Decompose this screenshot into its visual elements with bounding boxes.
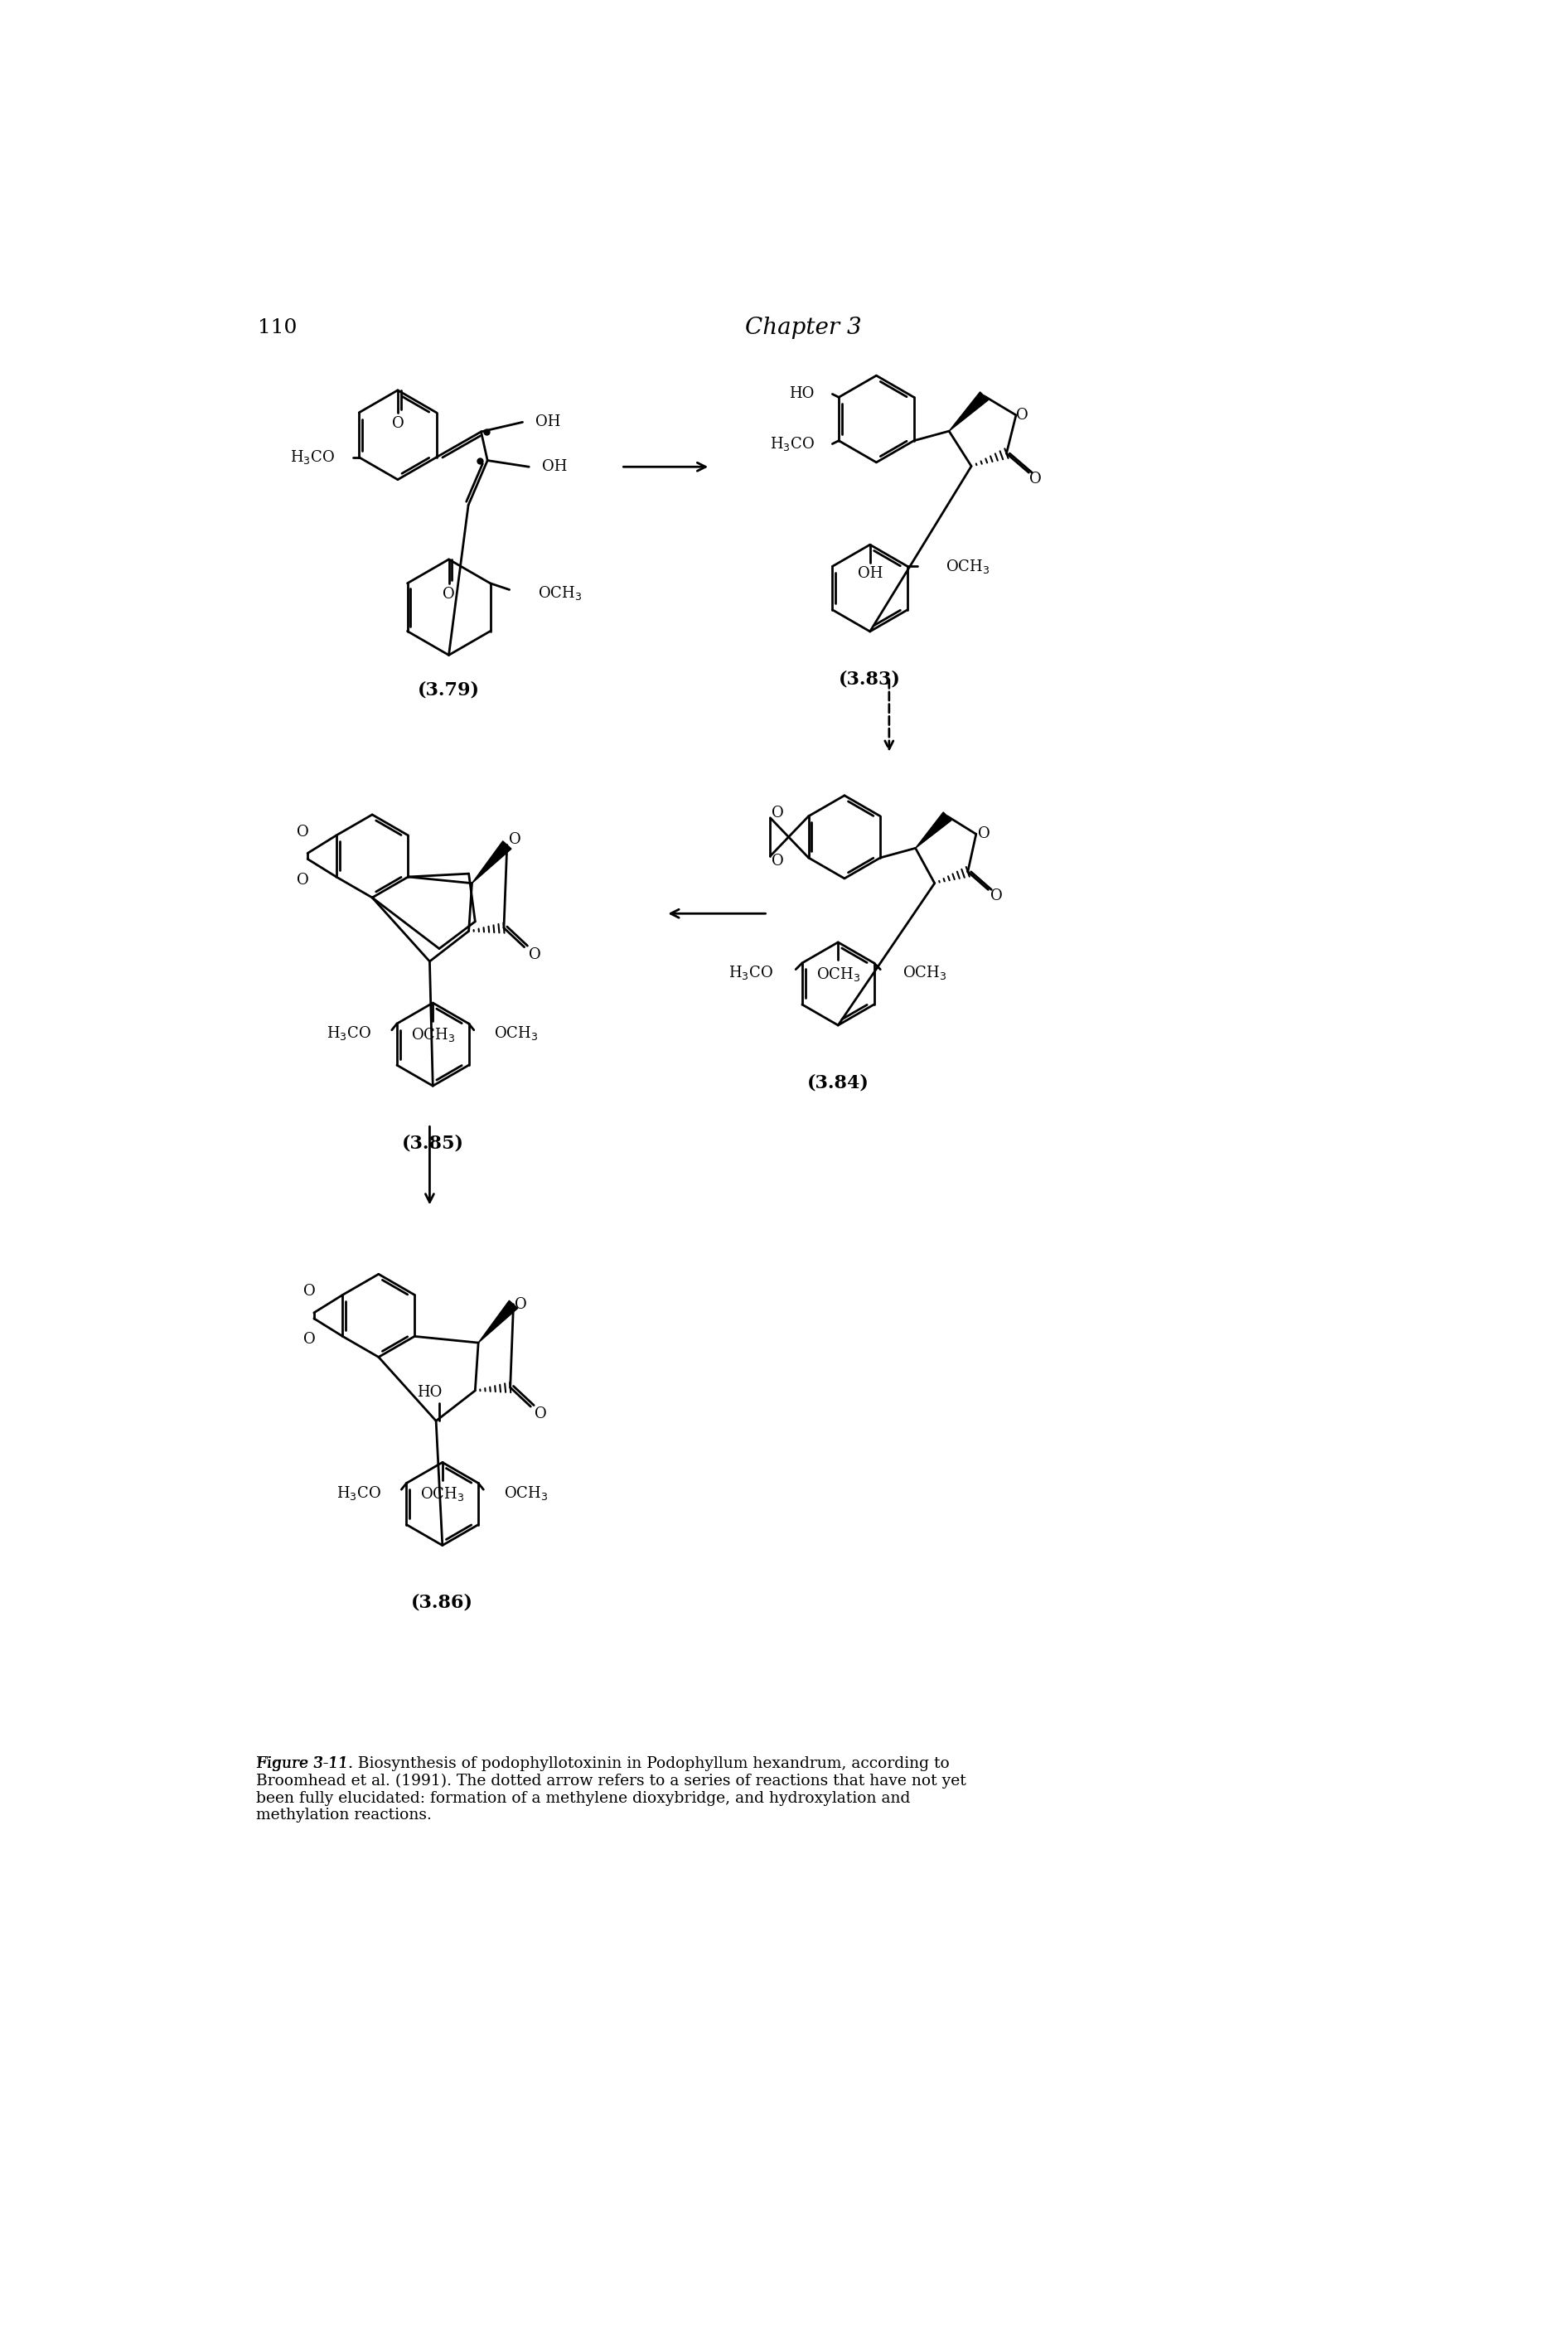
Text: (3.84): (3.84) (808, 1073, 869, 1092)
Text: O: O (1029, 472, 1041, 486)
Text: OCH$_3$: OCH$_3$ (946, 559, 989, 575)
Text: Chapter 3: Chapter 3 (745, 317, 862, 338)
Text: O: O (303, 1284, 315, 1298)
Text: OH: OH (541, 460, 568, 474)
Text: O: O (392, 416, 405, 432)
Text: OCH$_3$: OCH$_3$ (815, 965, 861, 984)
Text: O: O (528, 946, 541, 963)
Polygon shape (478, 1301, 517, 1343)
Text: OCH$_3$: OCH$_3$ (411, 1026, 455, 1043)
Text: Figure 3-11. Biosynthesis of podophyllotoxinin in Podophyllum hexandrum, accordi: Figure 3-11. Biosynthesis of podophyllot… (256, 1756, 966, 1822)
Text: O: O (514, 1296, 527, 1313)
Text: H$_3$CO: H$_3$CO (326, 1024, 372, 1043)
Text: (3.83): (3.83) (839, 669, 902, 688)
Text: Figure 3-11.: Figure 3-11. (256, 1756, 353, 1770)
Text: (3.86): (3.86) (411, 1594, 474, 1613)
Text: O: O (442, 587, 455, 601)
Text: O: O (771, 852, 784, 869)
Text: O: O (991, 888, 1002, 904)
Text: (3.79): (3.79) (417, 681, 480, 700)
Polygon shape (472, 841, 511, 883)
Text: H$_3$CO: H$_3$CO (290, 448, 336, 465)
Text: (3.85): (3.85) (401, 1134, 464, 1153)
Text: H$_3$CO: H$_3$CO (729, 965, 773, 981)
Text: O: O (296, 824, 309, 841)
Text: O: O (510, 834, 522, 848)
Text: H$_3$CO: H$_3$CO (336, 1484, 381, 1500)
Polygon shape (949, 392, 988, 432)
Text: O: O (771, 805, 784, 819)
Text: O: O (977, 826, 989, 841)
Text: O: O (535, 1406, 547, 1421)
Text: OCH$_3$: OCH$_3$ (494, 1024, 538, 1043)
Text: OH: OH (535, 416, 560, 430)
Polygon shape (916, 812, 952, 848)
Text: O: O (303, 1331, 315, 1348)
Text: H$_3$CO: H$_3$CO (770, 434, 814, 453)
Text: 110: 110 (257, 319, 296, 338)
Text: HO: HO (417, 1385, 442, 1399)
Text: OCH$_3$: OCH$_3$ (903, 965, 947, 981)
Text: O: O (1016, 409, 1029, 423)
Text: O: O (296, 873, 309, 888)
Text: OCH$_3$: OCH$_3$ (538, 585, 582, 601)
Text: HO: HO (789, 387, 814, 402)
Text: OCH$_3$: OCH$_3$ (420, 1486, 464, 1503)
Text: OH: OH (858, 566, 883, 580)
Text: OCH$_3$: OCH$_3$ (503, 1484, 549, 1500)
